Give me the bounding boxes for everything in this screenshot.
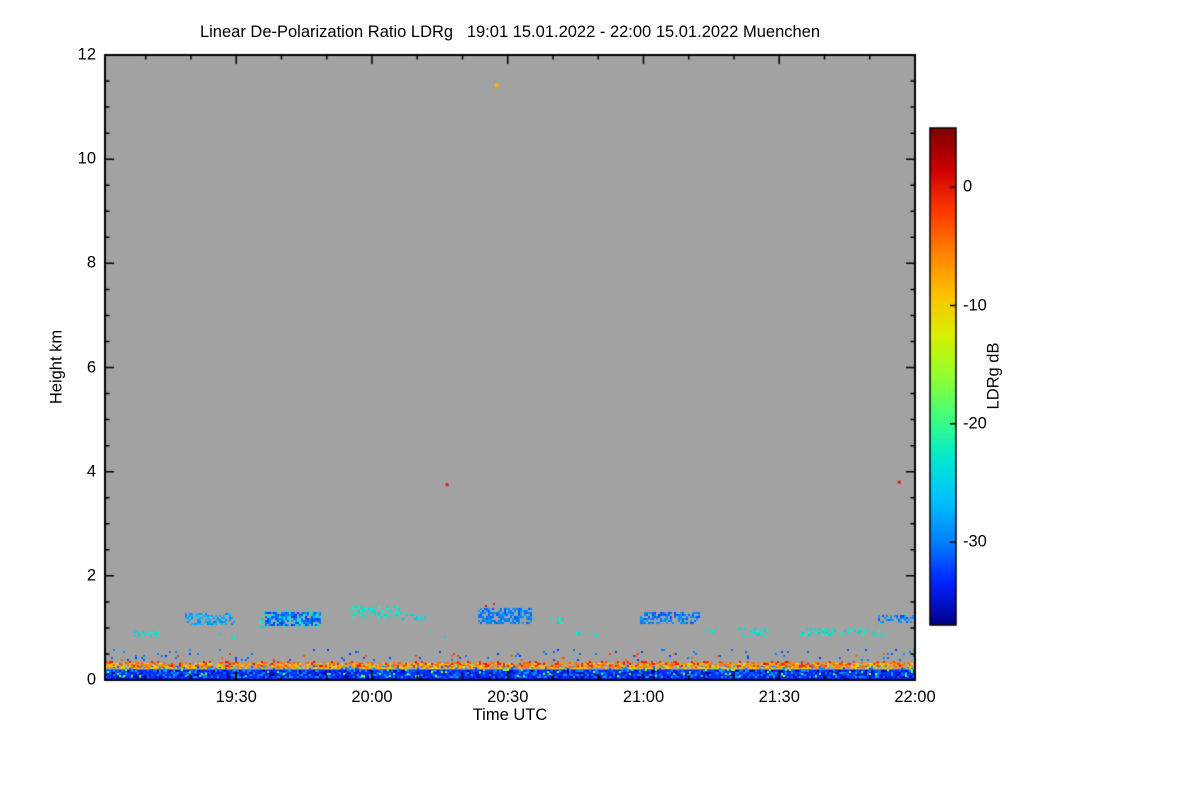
y-tick-label: 10 [77, 149, 96, 168]
x-tick-label: 20:30 [487, 688, 529, 706]
x-axis-label: Time UTC [472, 706, 548, 724]
colorbar-tick-label: -30 [963, 532, 987, 551]
y-tick-label: 6 [86, 358, 96, 376]
y-tick-label: 2 [86, 566, 96, 585]
x-tick-label: 21:30 [758, 688, 800, 706]
x-tick-label: 21:00 [622, 688, 665, 706]
colorbar-tick-label: 0 [963, 177, 973, 196]
y-tick-label: 0 [86, 670, 96, 689]
x-tick-label: 22:00 [894, 688, 936, 706]
x-tick-label: 19:30 [215, 688, 257, 706]
y-tick-label: 4 [86, 462, 96, 481]
y-axis-label: Height km [47, 329, 66, 405]
chart-title: Linear De-Polarization Ratio LDRg 19:01 … [199, 23, 821, 41]
colorbar-tick-label: -20 [963, 414, 987, 433]
y-tick-label: 8 [86, 253, 96, 272]
x-tick-label: 20:00 [351, 688, 393, 706]
colorbar-label: LDRg dB [984, 342, 1003, 410]
colorbar-tick-label: -10 [963, 296, 987, 314]
y-tick-label: 12 [77, 45, 96, 64]
